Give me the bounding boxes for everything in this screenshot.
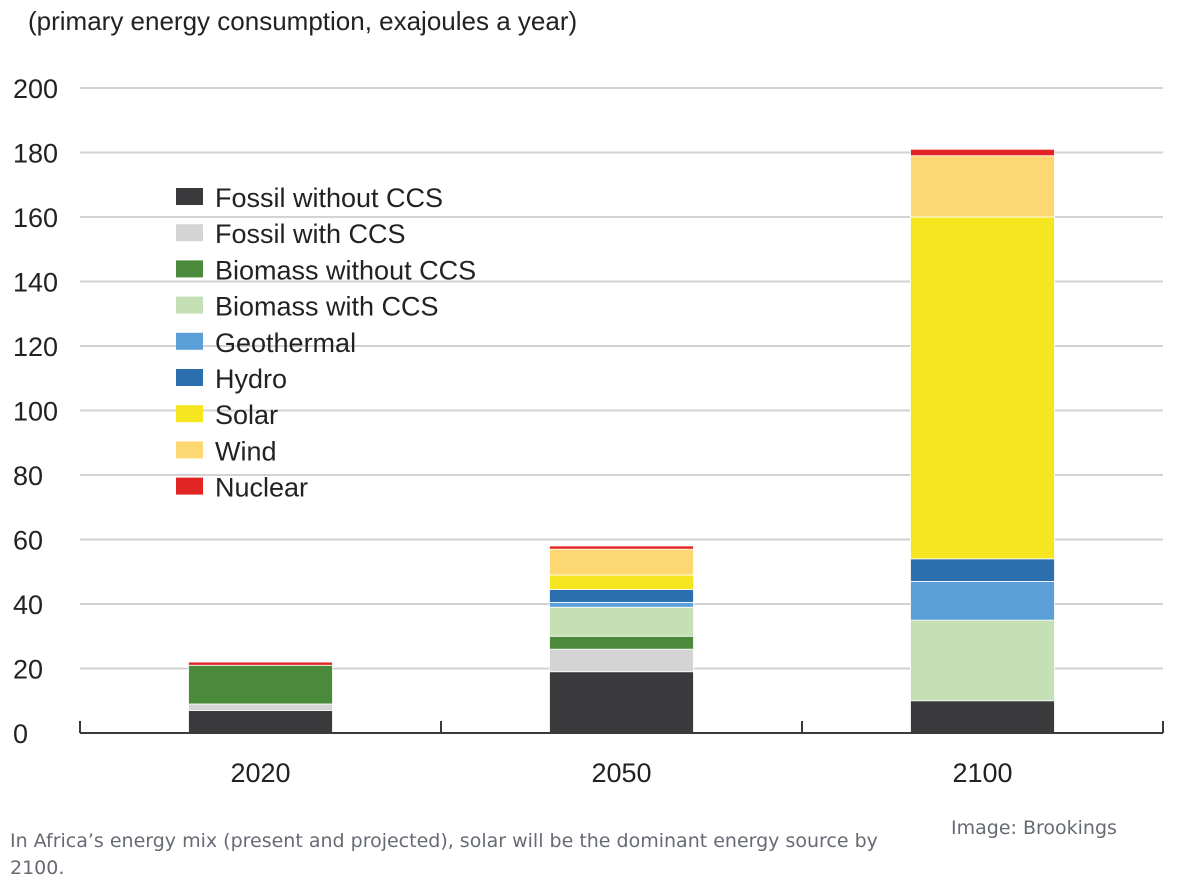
bar-segment: [910, 148, 1055, 157]
y-tick-label: 120: [13, 332, 58, 362]
legend-swatch: [176, 224, 203, 242]
y-tick-label: 140: [13, 268, 58, 298]
y-tick-label: 40: [13, 590, 43, 620]
bar-segment: [549, 606, 694, 637]
y-axis-ticks: 0 20 40 60 80 100 120 140 160 180 200: [13, 74, 58, 749]
chart-figure: (primary energy consumption, exajoules a…: [10, 0, 1186, 810]
bar-segment: [910, 155, 1055, 218]
legend-label: Wind: [215, 436, 277, 466]
bar-segment: [910, 216, 1055, 560]
legend-label: Solar: [215, 400, 278, 430]
bar-segment: [910, 619, 1055, 702]
x-tick-label: 2020: [230, 758, 290, 788]
legend-label: Biomass without CCS: [215, 255, 476, 285]
bar-segment: [188, 703, 333, 711]
legend-label: Fossil without CCS: [215, 183, 443, 213]
legend-swatch: [176, 369, 203, 386]
x-tick-label: 2050: [591, 758, 651, 788]
legend: Fossil without CCS Fossil with CCS Biomass…: [176, 183, 476, 503]
legend-label: Fossil with CCS: [215, 219, 406, 249]
bar-segment: [549, 648, 694, 673]
legend-swatch: [176, 405, 203, 423]
y-tick-label: 0: [13, 719, 28, 749]
bar-segment: [549, 574, 694, 590]
bar-segment: [549, 601, 694, 608]
x-axis-ticks: 2020 2050 2100: [230, 758, 1012, 788]
figure-caption: In Africa’s energy mix (present and proj…: [10, 830, 878, 879]
bar-segment: [188, 664, 333, 705]
units-label: (primary energy consumption, exajoules a…: [28, 6, 577, 36]
bar-segment: [910, 700, 1055, 734]
legend-swatch: [176, 477, 203, 495]
y-tick-label: 20: [13, 655, 43, 685]
y-tick-label: 160: [13, 203, 58, 233]
legend-swatch: [176, 188, 203, 205]
y-tick-label: 60: [13, 526, 43, 556]
legend-swatch: [176, 332, 203, 350]
legend-label: Biomass with CCS: [215, 292, 439, 322]
bar-segment: [188, 710, 333, 734]
legend-label: Geothermal: [215, 328, 356, 358]
image-credit: Image: Brookings: [951, 817, 1117, 839]
bar-segment: [549, 589, 694, 603]
x-axis: [79, 721, 1164, 734]
legend-swatch: [176, 441, 203, 459]
stacked-bar-chart: (primary energy consumption, exajoules a…: [13, 6, 1164, 788]
x-tick-label: 2100: [952, 758, 1012, 788]
bars: [188, 148, 1055, 734]
bar-segment: [910, 558, 1055, 582]
y-tick-label: 80: [13, 461, 43, 491]
bar-segment: [188, 661, 333, 666]
bar-segment: [549, 548, 694, 576]
bar-segment: [549, 671, 694, 734]
grid-lines: [80, 87, 1163, 670]
legend-label: Hydro: [215, 364, 287, 394]
legend-swatch: [176, 260, 203, 278]
legend-swatch: [176, 296, 203, 314]
y-tick-label: 180: [13, 139, 58, 169]
y-tick-label: 200: [13, 74, 58, 104]
bar-segment: [910, 581, 1055, 621]
bar-segment: [549, 545, 694, 550]
y-tick-label: 100: [13, 397, 58, 427]
bar-segment: [549, 635, 694, 650]
legend-label: Nuclear: [215, 473, 308, 503]
